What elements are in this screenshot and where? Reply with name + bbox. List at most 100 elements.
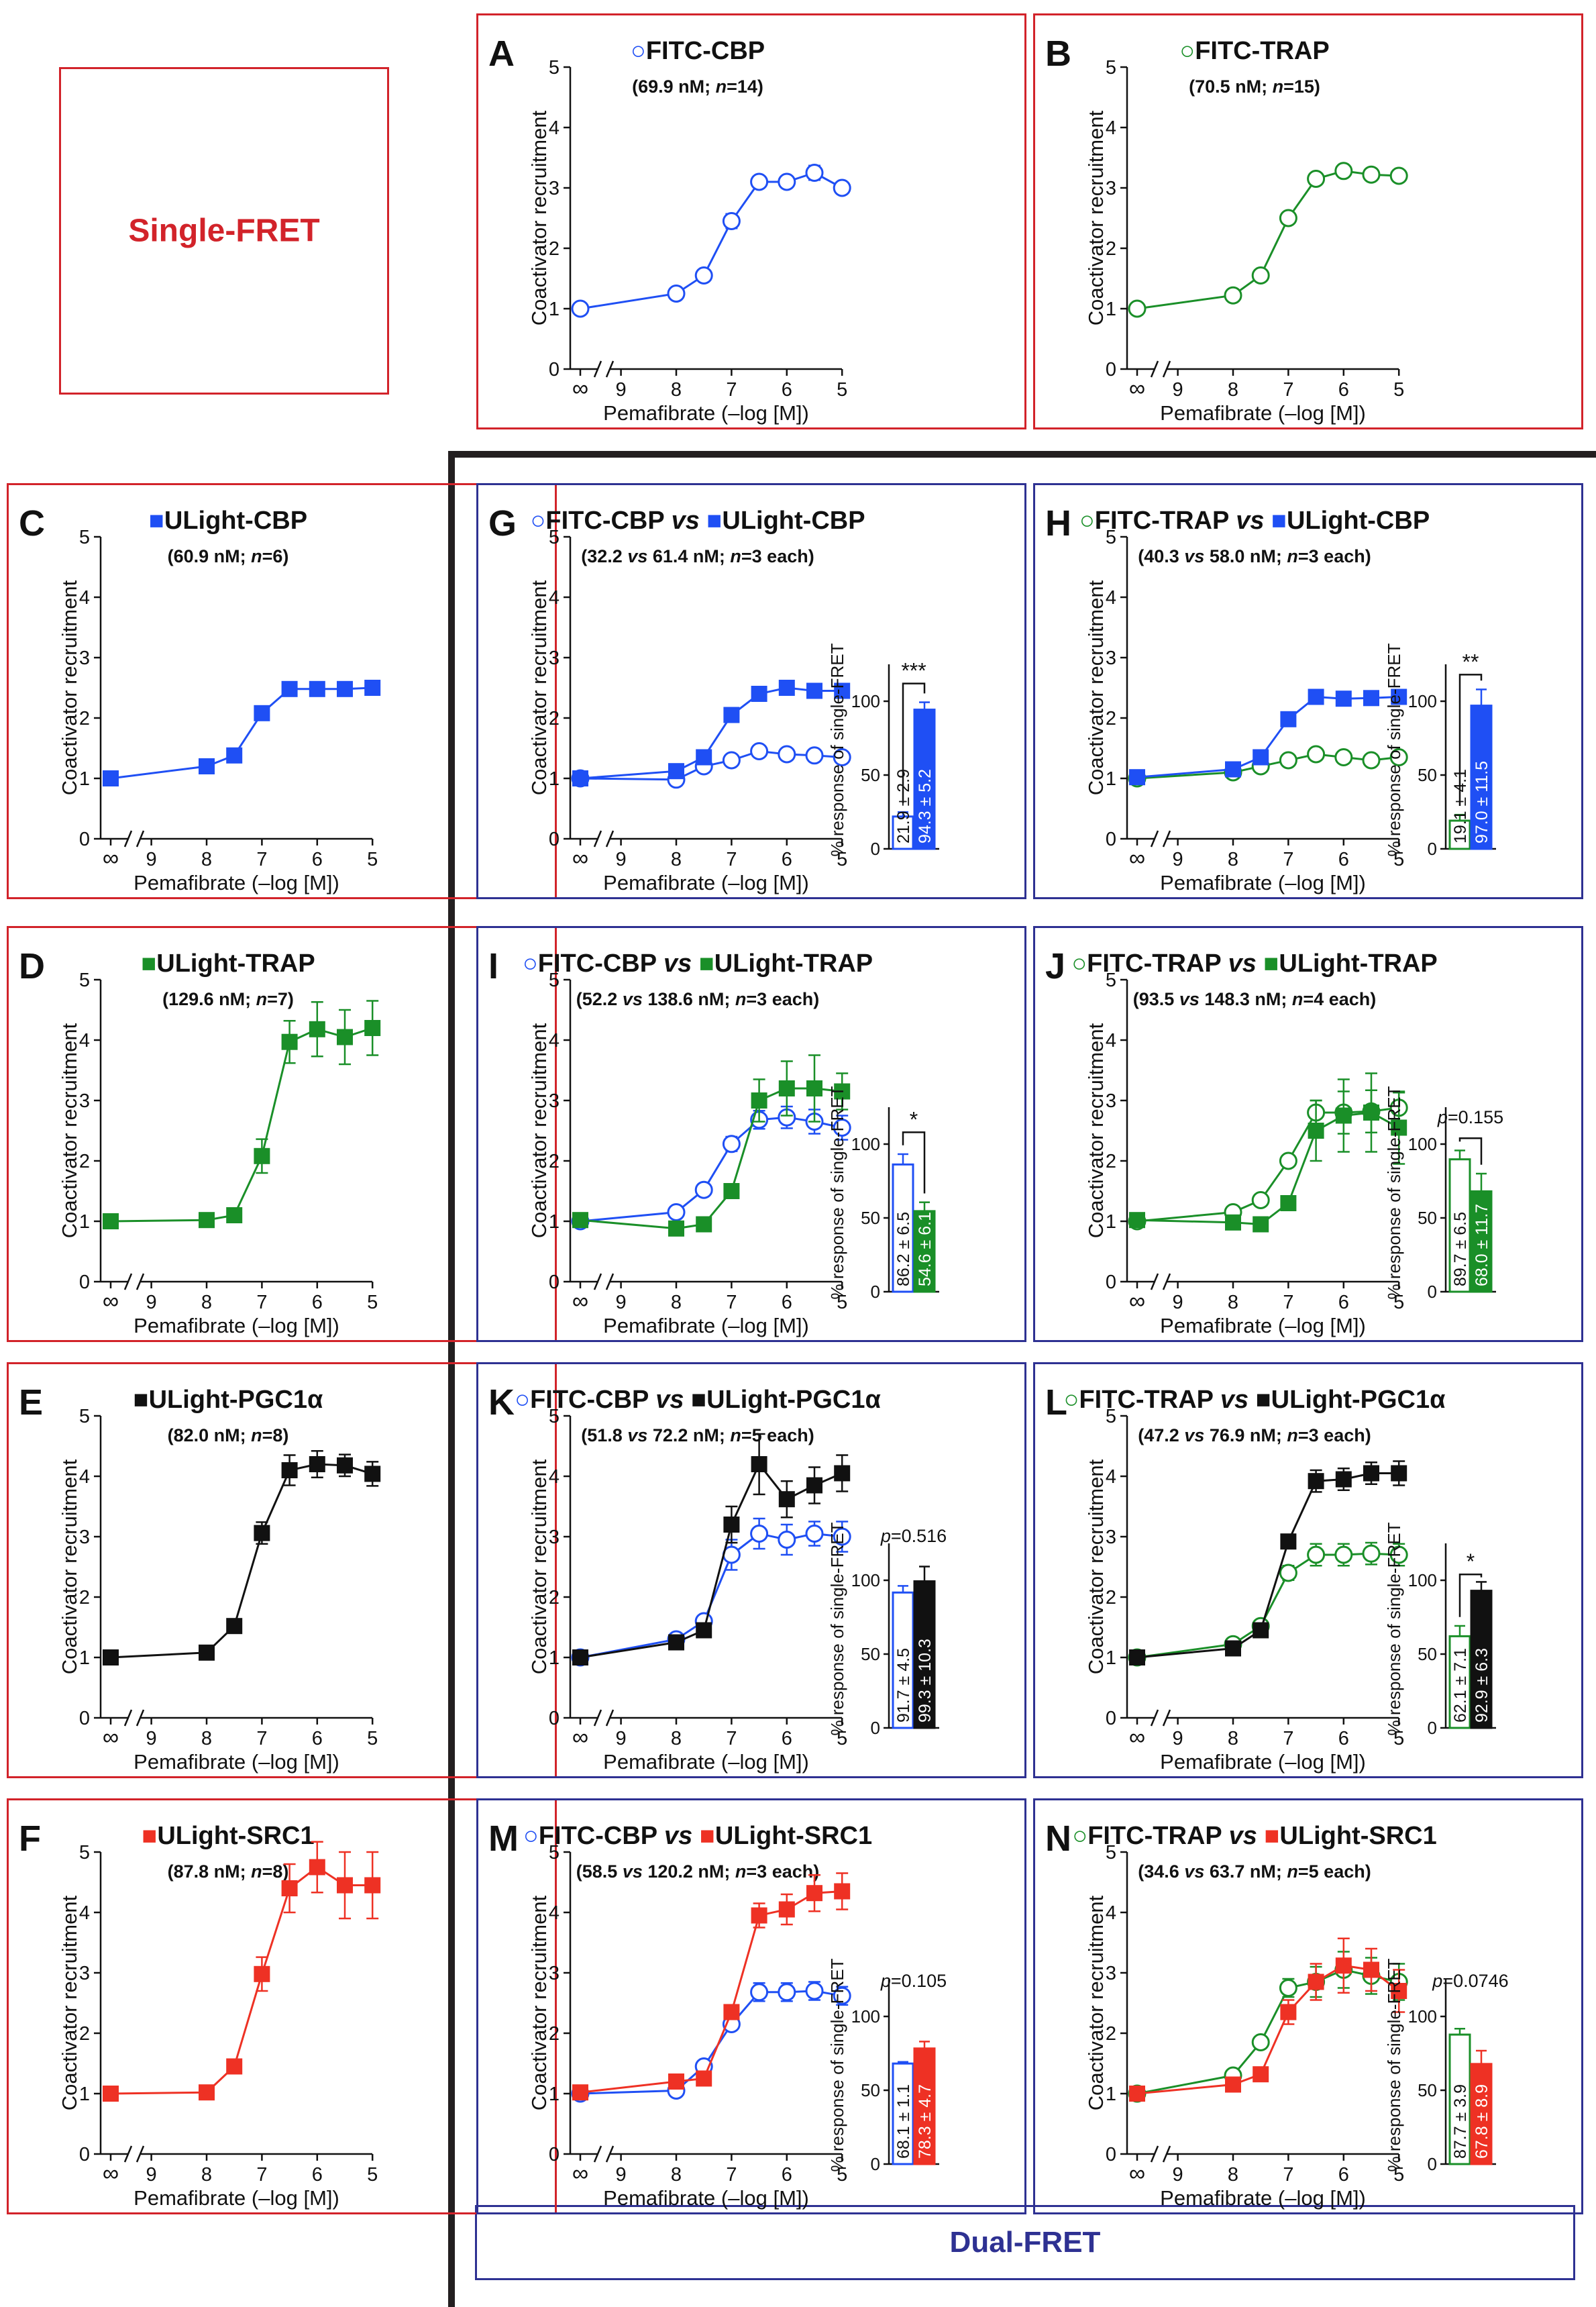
x-tick-label: 9 (616, 1728, 627, 1749)
data-point (696, 749, 712, 766)
subtitle-segment: (51.8 (581, 1425, 627, 1445)
y-axis-label: Coactivator recruitment (527, 1895, 551, 2110)
axis-break-mark (136, 2145, 145, 2163)
subtitle-segment: n (716, 76, 727, 97)
bar-2 (913, 1210, 936, 1293)
bar-y-tick-label: 100 (1408, 2006, 1437, 2027)
y-axis-label: Coactivator recruitment (58, 1459, 81, 1674)
subtitle-segment: vs (627, 1425, 647, 1445)
data-point (1334, 1545, 1353, 1564)
subtitle-segment: =5 each) (1298, 1861, 1371, 1882)
data-point (696, 1622, 712, 1639)
x-tick-label: 8 (201, 2164, 212, 2186)
title-segment (1264, 507, 1271, 535)
filled-square-legend-glyph: ■ (142, 1822, 157, 1850)
series-line (1136, 1111, 1399, 1226)
bar-value-label: 91.7 ± 4.5 (894, 1648, 913, 1723)
data-point (833, 178, 851, 197)
title-segment (692, 1822, 700, 1850)
title-segment (1257, 1822, 1265, 1850)
subtitle-segment: =14) (727, 76, 763, 97)
title-segment: ULight-PGC1α (149, 1386, 323, 1414)
axis-break-mark (593, 1709, 602, 1727)
y-axis-label: Coactivator recruitment (1084, 580, 1108, 795)
bar-y-tick-label: 0 (1428, 1282, 1437, 1302)
data-point (103, 1213, 119, 1229)
panel-letter: J (1045, 946, 1065, 986)
x-tick-label: 7 (726, 849, 737, 870)
bar-2 (1470, 1190, 1493, 1293)
data-point (1307, 1545, 1326, 1564)
data-point (1334, 162, 1353, 181)
panel-subtitle: (52.2 vs 138.6 nM; n=3 each) (576, 989, 819, 1009)
x-tick-label: 9 (146, 2164, 157, 2186)
bar-inset: 0 50 100% response of single-FRET 86.2 ± 6.… (827, 1086, 939, 1302)
data-point (1225, 2076, 1241, 2093)
p-value: =0.155 (1448, 1107, 1503, 1127)
panel-title: ○FITC-CBP vs ■ULight-TRAP (523, 950, 873, 978)
x-tick-label: 5 (1393, 379, 1404, 401)
line-plot: 0 1 2 3 4 5 Coactivator recruitment ∞ 9 8 7 6 5 Pemaf… (1084, 1842, 1408, 2210)
subtitle-segment: n (1287, 1425, 1298, 1445)
y-tick-label: 5 (549, 57, 560, 79)
series-ulight-src1 (103, 1841, 381, 2102)
bar-2 (1470, 705, 1493, 850)
x-tick-label: 8 (201, 849, 212, 870)
data-point (1363, 1465, 1379, 1482)
line-plot: 0 1 2 3 4 5 Coactivator recruitment ∞ 9 8 7 6 5 Pemaf… (527, 970, 851, 1337)
bar-y-tick-label: 0 (1428, 839, 1437, 859)
title-segment: FITC-CBP (646, 37, 765, 65)
significance-label: p=0.0746 (1432, 1971, 1508, 1991)
data-point (778, 680, 795, 696)
data-point (694, 1180, 713, 1199)
line-plot: 0 1 2 3 4 5 Coactivator recruitment ∞ 9 8 7 6 5 Pemaf… (1084, 527, 1408, 894)
open-circle-legend-glyph: ○ (523, 950, 538, 978)
data-point (1362, 1544, 1381, 1563)
x-axis-label: Pemafibrate (–log [M]) (603, 1314, 809, 1337)
title-segment: vs (672, 507, 700, 535)
title-segment: vs (655, 1386, 684, 1414)
data-point (833, 1119, 851, 1137)
subtitle-segment: (34.6 (1138, 1861, 1184, 1882)
bar-inset: 0 50 100% response of single-FRET 91.7 ± 4.… (827, 1522, 947, 1738)
data-point (309, 1456, 325, 1472)
subtitle-segment: =3 each) (1298, 546, 1371, 566)
bar-y-axis-label: % response of single-FRET (1384, 1958, 1404, 2171)
axis-break-mark (593, 830, 602, 848)
subtitle-segment: vs (627, 546, 647, 566)
x-tick-label: 6 (1338, 379, 1349, 401)
data-point (1391, 688, 1407, 705)
axis-break-mark (593, 360, 602, 378)
subtitle-segment: (58.5 (576, 1861, 623, 1882)
y-tick-label: 2 (1106, 1587, 1116, 1608)
data-point (1129, 1649, 1145, 1665)
y-tick-label: 5 (1106, 57, 1116, 79)
series-ulight-src1 (1129, 1937, 1407, 2102)
data-point (337, 1029, 353, 1045)
data-point (723, 1517, 740, 1533)
open-circle-legend-glyph: ○ (515, 1386, 530, 1414)
data-point (1129, 769, 1145, 786)
title-segment: ULight-PGC1α (706, 1386, 881, 1414)
data-point (364, 1877, 381, 1894)
y-axis-label: Coactivator recruitment (1084, 1023, 1108, 1238)
line-plot: 0 1 2 3 4 5 Coactivator recruitment ∞ 9 8 7 6 5 Pemaf… (527, 57, 851, 425)
bar-y-axis-label: % response of single-FRET (827, 1958, 847, 2171)
subtitle-segment: n (251, 1425, 262, 1445)
subtitle-segment: (60.9 nM; (168, 546, 252, 566)
panel-subtitle: (58.5 vs 120.2 nM; n=3 each) (576, 1861, 819, 1882)
y-tick-label: 0 (1106, 1708, 1116, 1729)
bar-y-tick-label: 50 (1418, 2080, 1437, 2100)
y-tick-label: 0 (1106, 1272, 1116, 1293)
subtitle-segment: vs (1179, 989, 1200, 1009)
data-point (1225, 1640, 1241, 1657)
y-axis-label: Coactivator recruitment (58, 1895, 81, 2110)
x-axis-label: Pemafibrate (–log [M]) (603, 401, 809, 425)
y-tick-label: 5 (79, 1406, 90, 1427)
data-point (806, 1885, 822, 1902)
title-segment: vs (1229, 1822, 1257, 1850)
data-point (199, 1212, 215, 1229)
title-segment: ULight-PGC1α (1271, 1386, 1446, 1414)
data-point (254, 1965, 270, 1982)
